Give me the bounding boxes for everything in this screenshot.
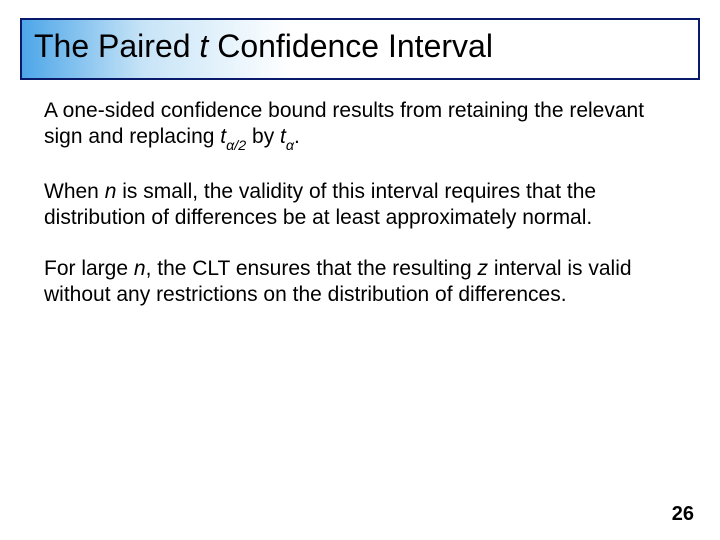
paragraph-2: When n is small, the validity of this in… [44,179,676,230]
p1-end: . [294,125,300,148]
slide: The Paired t Confidence Interval A one-s… [0,0,720,540]
p1-mid: by [246,125,280,148]
p2-a: When [44,180,105,203]
p3-z: z [477,257,488,280]
title-pre: The Paired [34,28,199,64]
content-area: A one-sided confidence bound results fro… [44,98,676,334]
p1-sub2: α [286,138,294,154]
p1-t2: t [280,125,286,148]
slide-title: The Paired t Confidence Interval [34,28,493,64]
page-number: 26 [672,503,694,526]
p1-text-a: A one-sided confidence bound results fro… [44,99,644,148]
p3-n: n [134,257,146,280]
p1-sub1b: /2 [234,138,246,154]
p2-n: n [105,180,117,203]
title-box: The Paired t Confidence Interval [20,18,700,80]
title-italic-t: t [199,28,208,64]
p2-b: is small, the validity of this interval … [44,180,596,229]
paragraph-3: For large n, the CLT ensures that the re… [44,256,676,307]
p3-a: For large [44,257,134,280]
title-post: Confidence Interval [208,28,493,64]
paragraph-1: A one-sided confidence bound results fro… [44,98,676,153]
p3-b: , the CLT ensures that the resulting [146,257,478,280]
